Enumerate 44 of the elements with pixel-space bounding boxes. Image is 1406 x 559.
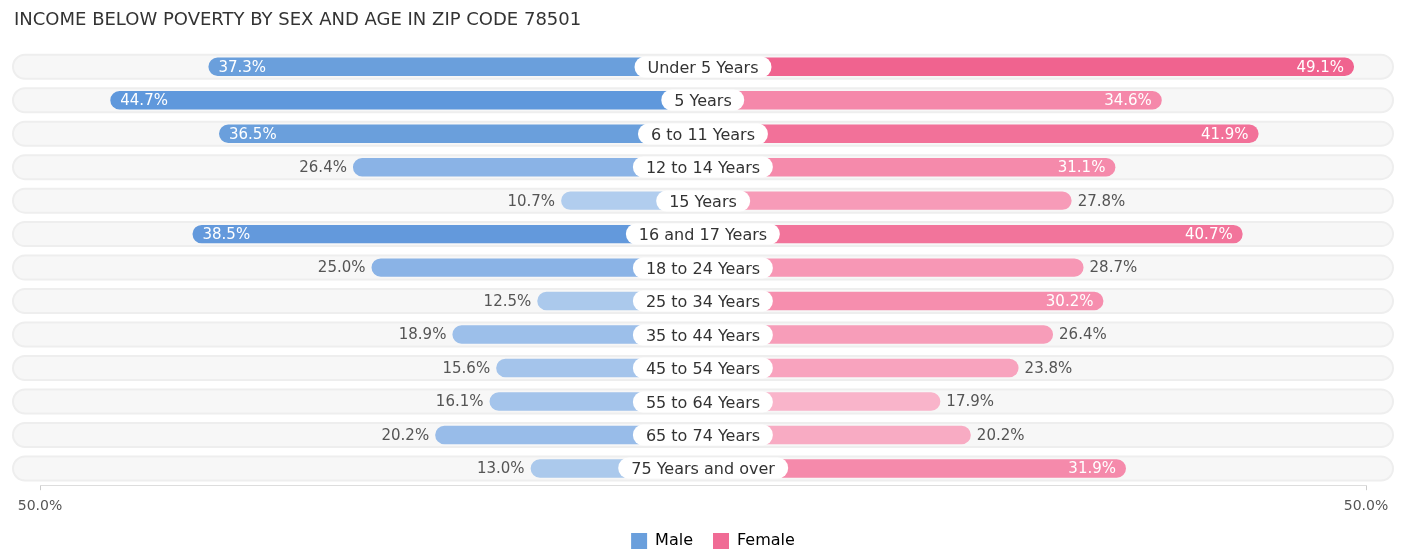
data-label: 15.6% — [442, 358, 491, 377]
data-label: 12.5% — [483, 291, 532, 310]
data-label: 20.2% — [976, 425, 1025, 444]
category-label: 16 and 17 Years — [638, 224, 768, 244]
category-label: 12 to 14 Years — [645, 157, 761, 177]
data-label: 28.7% — [1089, 258, 1138, 277]
data-label: 25.0% — [317, 258, 366, 277]
data-label: 34.6% — [1104, 91, 1152, 110]
data-label: 41.9% — [1200, 124, 1249, 143]
data-label: 44.7% — [120, 91, 168, 110]
data-label: 31.9% — [1068, 459, 1116, 478]
legend-label: Female — [737, 530, 795, 550]
data-label: 17.9% — [946, 392, 995, 411]
data-label: 30.2% — [1045, 291, 1094, 310]
data-label: 31.1% — [1057, 158, 1106, 177]
x-tick-label: 50.0% — [1343, 497, 1389, 514]
data-label: 37.3% — [218, 57, 267, 76]
category-label: 18 to 24 Years — [645, 258, 761, 278]
category-label: 65 to 74 Years — [645, 425, 761, 445]
category-label: 6 to 11 Years — [650, 124, 756, 144]
category-label: Under 5 Years — [647, 57, 759, 77]
data-label: 40.7% — [1185, 225, 1233, 244]
data-label: 38.5% — [202, 225, 251, 244]
category-label: 75 Years and over — [631, 458, 775, 478]
data-label: 13.0% — [476, 459, 525, 478]
data-label: 10.7% — [507, 191, 556, 210]
category-label: 25 to 34 Years — [645, 291, 761, 311]
data-label: 49.1% — [1296, 57, 1345, 76]
category-label: 15 Years — [669, 191, 737, 211]
data-label: 18.9% — [398, 325, 447, 344]
category-label: 5 Years — [674, 90, 732, 110]
legend-label: Male — [655, 530, 694, 550]
data-label: 20.2% — [381, 425, 430, 444]
x-tick-label: 50.0% — [17, 497, 63, 514]
data-label: 27.8% — [1077, 191, 1126, 210]
category-label: 35 to 44 Years — [645, 325, 761, 345]
chart-title: INCOME BELOW POVERTY BY SEX AND AGE IN ZIP CODE 78501 — [14, 8, 582, 29]
data-label: 16.1% — [435, 392, 484, 411]
data-label: 23.8% — [1024, 358, 1073, 377]
data-label: 26.4% — [1059, 325, 1107, 344]
category-label: 55 to 64 Years — [645, 392, 761, 411]
data-label: 26.4% — [299, 158, 347, 177]
data-label: 36.5% — [229, 124, 277, 143]
category-label: 45 to 54 Years — [645, 358, 761, 378]
